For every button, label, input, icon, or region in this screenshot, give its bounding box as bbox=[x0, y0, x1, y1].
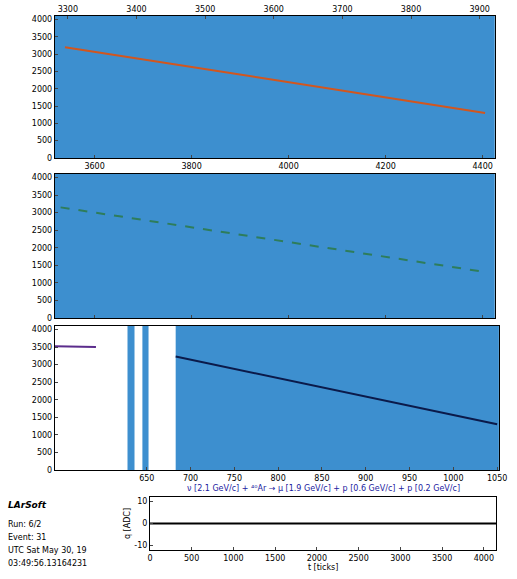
svg-text:10: 10 bbox=[137, 497, 147, 506]
svg-text:03:49:56.13164231: 03:49:56.13164231 bbox=[8, 559, 87, 568]
svg-text:3500: 3500 bbox=[32, 191, 52, 200]
svg-text:0: 0 bbox=[47, 154, 52, 163]
svg-text:900: 900 bbox=[358, 474, 373, 483]
svg-text:1000: 1000 bbox=[32, 279, 52, 288]
svg-text:1000: 1000 bbox=[223, 554, 243, 563]
svg-text:1500: 1500 bbox=[32, 102, 52, 111]
svg-text:-10: -10 bbox=[134, 541, 147, 550]
svg-text:2000: 2000 bbox=[32, 85, 52, 94]
svg-text:q [ADC]: q [ADC] bbox=[123, 508, 132, 539]
svg-text:3400: 3400 bbox=[126, 5, 146, 14]
svg-text:700: 700 bbox=[183, 474, 198, 483]
svg-text:2500: 2500 bbox=[348, 554, 368, 563]
svg-text:3800: 3800 bbox=[181, 162, 201, 171]
svg-text:2500: 2500 bbox=[32, 378, 52, 387]
svg-text:4400: 4400 bbox=[472, 162, 492, 171]
svg-text:2500: 2500 bbox=[32, 226, 52, 235]
svg-text:3000: 3000 bbox=[32, 208, 52, 217]
svg-text:0: 0 bbox=[47, 466, 52, 475]
svg-text:Run: 6/2: Run: 6/2 bbox=[8, 520, 41, 529]
svg-text:t [ticks]: t [ticks] bbox=[308, 563, 338, 572]
svg-text:1000: 1000 bbox=[32, 431, 52, 440]
svg-text:3900: 3900 bbox=[469, 5, 489, 14]
svg-text:800: 800 bbox=[271, 474, 286, 483]
svg-text:3500: 3500 bbox=[32, 33, 52, 42]
svg-text:3000: 3000 bbox=[32, 360, 52, 369]
svg-text:500: 500 bbox=[37, 296, 52, 305]
svg-text:1000: 1000 bbox=[443, 474, 463, 483]
svg-text:2500: 2500 bbox=[32, 67, 52, 76]
svg-text:0: 0 bbox=[142, 519, 147, 528]
svg-text:4000: 4000 bbox=[474, 554, 494, 563]
svg-text:1000: 1000 bbox=[32, 119, 52, 128]
svg-text:4200: 4200 bbox=[375, 162, 395, 171]
svg-text:3500: 3500 bbox=[195, 5, 215, 14]
svg-text:4000: 4000 bbox=[32, 15, 52, 24]
svg-text:1500: 1500 bbox=[32, 413, 52, 422]
svg-text:4000: 4000 bbox=[32, 325, 52, 334]
svg-text:850: 850 bbox=[314, 474, 329, 483]
svg-text:0: 0 bbox=[47, 314, 52, 323]
svg-text:Event: 31: Event: 31 bbox=[8, 533, 46, 542]
svg-text:4000: 4000 bbox=[32, 173, 52, 182]
svg-text:3500: 3500 bbox=[32, 343, 52, 352]
svg-text:650: 650 bbox=[139, 474, 154, 483]
svg-text:1500: 1500 bbox=[265, 554, 285, 563]
svg-text:500: 500 bbox=[37, 448, 52, 457]
svg-text:3500: 3500 bbox=[432, 554, 452, 563]
svg-text:3700: 3700 bbox=[332, 5, 352, 14]
svg-text:750: 750 bbox=[227, 474, 242, 483]
svg-text:2000: 2000 bbox=[307, 554, 327, 563]
svg-text:4000: 4000 bbox=[278, 162, 298, 171]
svg-text:3000: 3000 bbox=[390, 554, 410, 563]
svg-text:2000: 2000 bbox=[32, 244, 52, 253]
svg-text:3300: 3300 bbox=[58, 5, 78, 14]
svg-text:3600: 3600 bbox=[264, 5, 284, 14]
svg-text:950: 950 bbox=[402, 474, 417, 483]
svg-text:3800: 3800 bbox=[401, 5, 421, 14]
svg-text:2000: 2000 bbox=[32, 396, 52, 405]
svg-text:LArSoft: LArSoft bbox=[8, 500, 47, 510]
svg-text:ν [2.1 GeV/c] + ⁴⁰Ar → μ [1.9: ν [2.1 GeV/c] + ⁴⁰Ar → μ [1.9 GeV/c] + p… bbox=[187, 484, 460, 493]
svg-text:1050: 1050 bbox=[487, 474, 507, 483]
svg-text:0: 0 bbox=[147, 554, 152, 563]
svg-text:500: 500 bbox=[37, 136, 52, 145]
svg-text:UTC Sat May 30, 19: UTC Sat May 30, 19 bbox=[8, 546, 87, 555]
svg-text:3000: 3000 bbox=[32, 50, 52, 59]
svg-text:1500: 1500 bbox=[32, 261, 52, 270]
svg-text:500: 500 bbox=[184, 554, 199, 563]
svg-text:3600: 3600 bbox=[84, 162, 104, 171]
